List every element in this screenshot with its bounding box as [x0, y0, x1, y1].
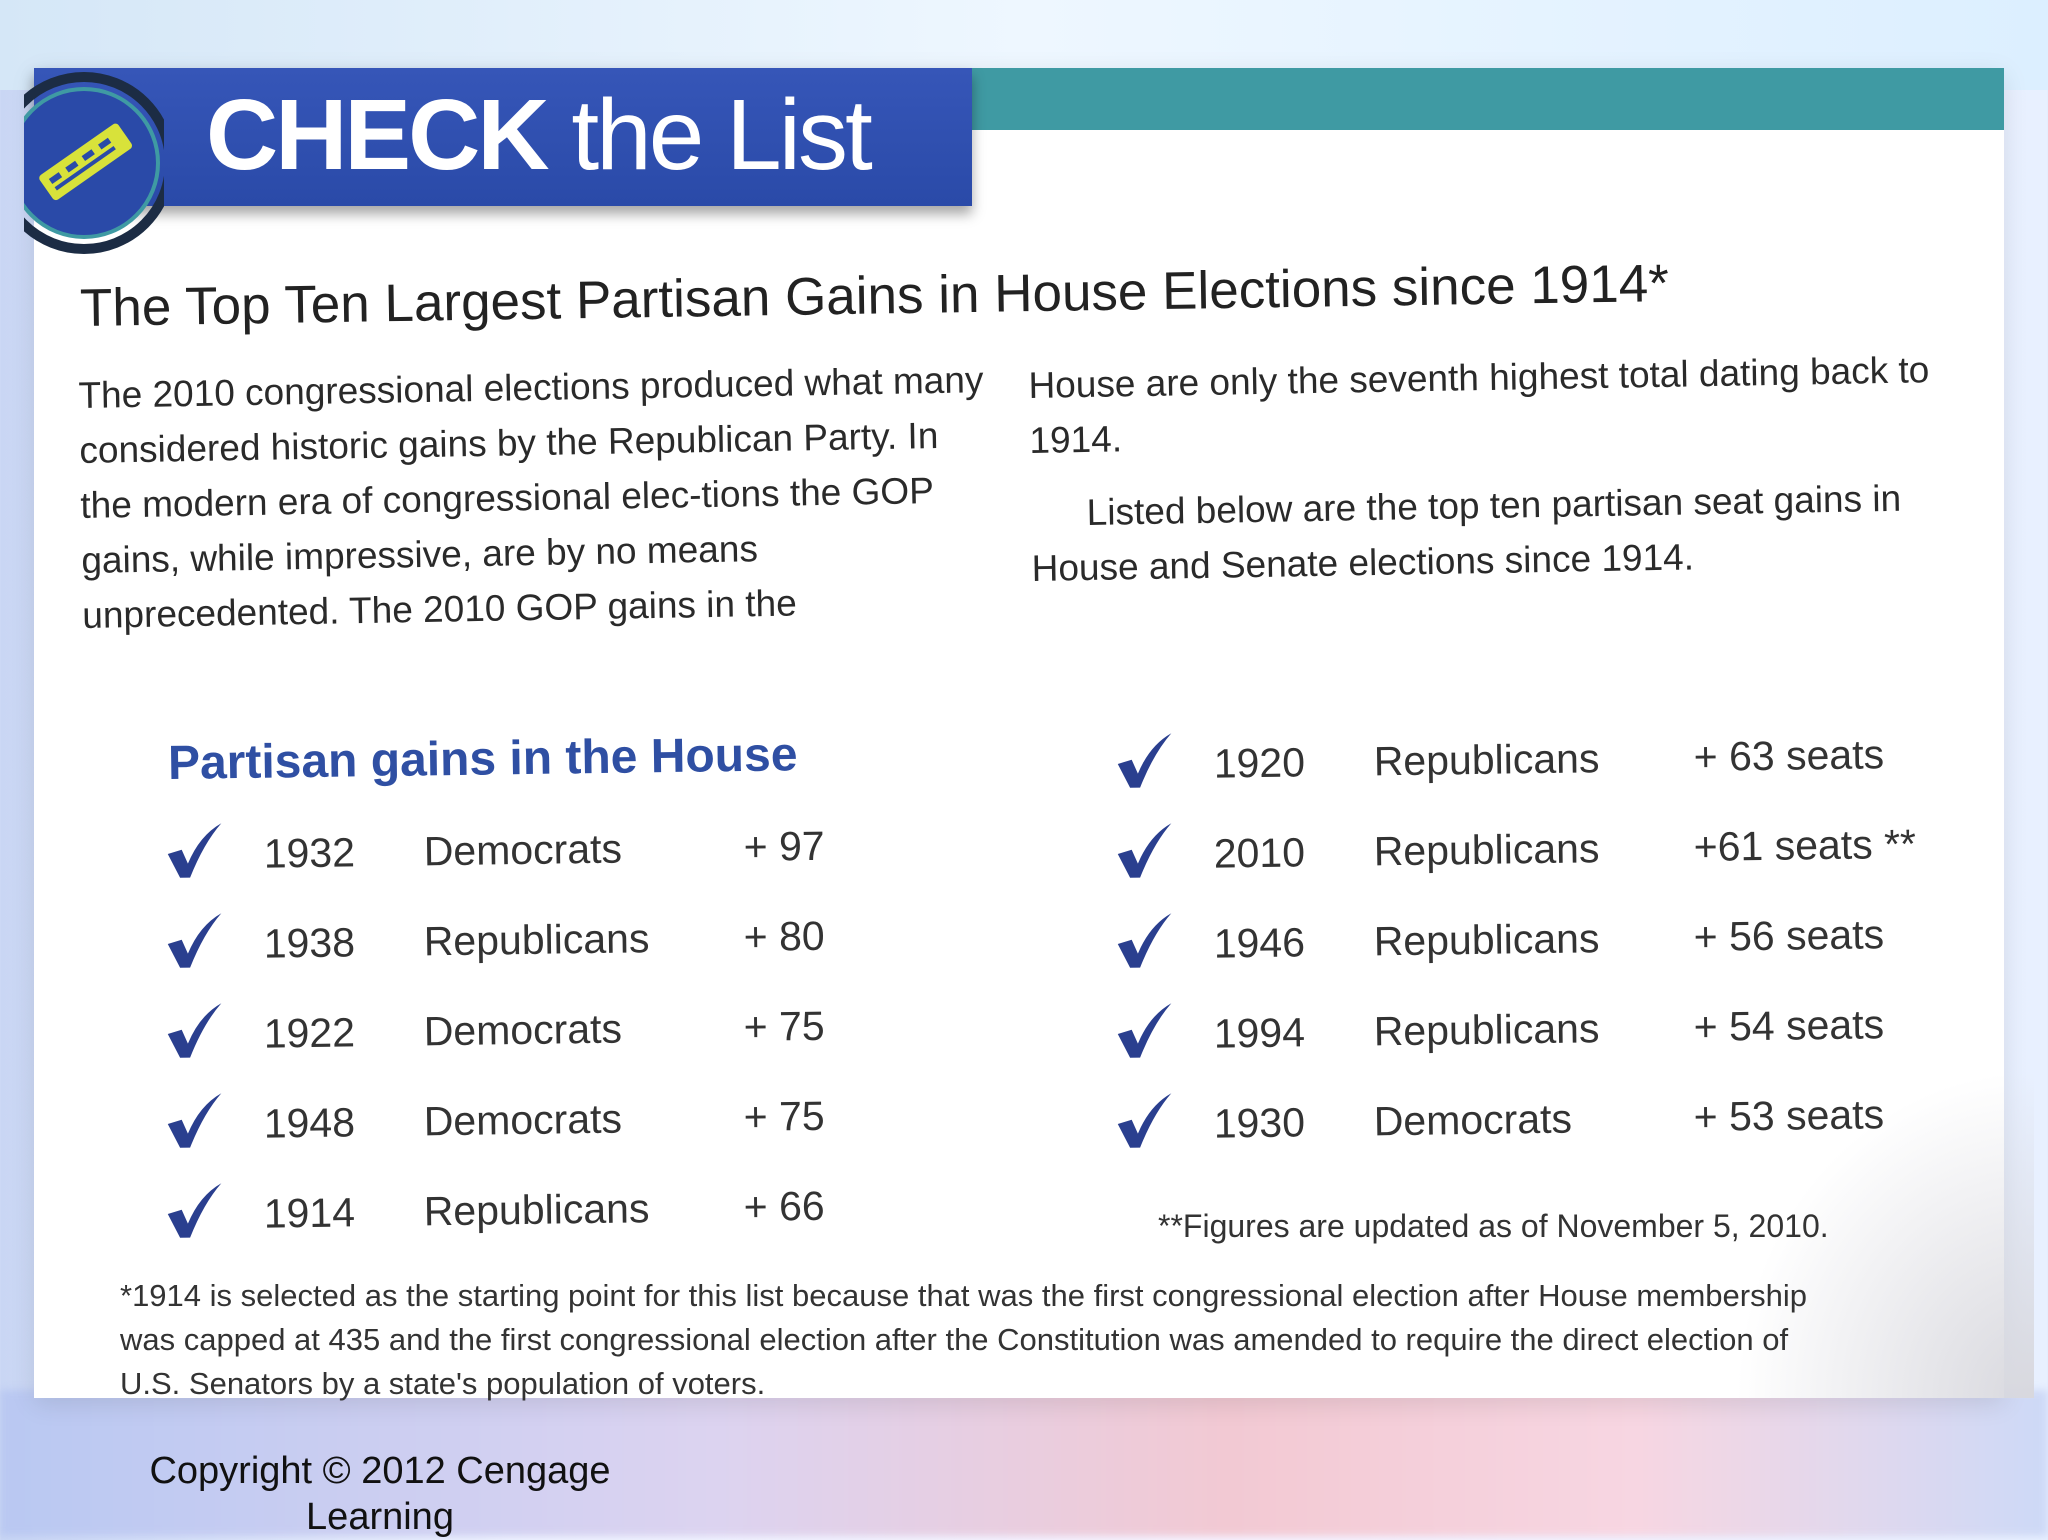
ballot-logo-icon	[24, 72, 164, 254]
row-year: 1946	[1213, 919, 1306, 967]
row-gain: + 75	[743, 1092, 825, 1140]
row-year: 1948	[263, 1099, 356, 1147]
list-item: 1932 Democrats + 97	[163, 813, 1064, 916]
figures-update-note: **Figures are updated as of November 5, …	[1158, 1208, 1829, 1244]
background-bottom	[0, 1390, 2048, 1536]
list-item: 2010 Republicans +61 seats **	[1113, 813, 2014, 916]
row-year: 1914	[263, 1189, 356, 1237]
row-year: 1920	[1213, 739, 1306, 787]
banner-title: CHECK the List	[206, 78, 873, 193]
row-year: 1932	[263, 829, 356, 877]
copyright-notice: Copyright © 2012 Cengage Learning	[149, 1450, 611, 1538]
list-item: 1922 Democrats + 75	[163, 993, 1064, 1096]
page-curl-shadow	[1734, 1068, 2034, 1398]
row-party: Democrats	[1373, 1095, 1573, 1145]
checkmark-icon	[1117, 1093, 1172, 1148]
check-the-list-banner: CHECK the List	[24, 68, 972, 254]
list-item: 1994 Republicans + 54 seats	[1113, 993, 2014, 1096]
checkmark-icon	[167, 1003, 222, 1058]
row-party: Democrats	[423, 825, 623, 875]
row-gain: + 80	[743, 912, 825, 960]
list-item: 1930 Democrats + 53 seats	[1113, 1083, 2014, 1186]
row-gain: +61 seats **	[1693, 820, 1917, 870]
intro-right-text-1: House are only the seventh highest total…	[1028, 349, 1930, 461]
left-gains-list: 1932 Democrats + 97 1938 Republicans + 8…	[163, 823, 1064, 1276]
row-party: Republicans	[423, 1185, 650, 1235]
banner-title-bold: CHECK	[206, 79, 550, 191]
row-gain: + 75	[743, 1002, 825, 1050]
row-year: 2010	[1213, 829, 1306, 877]
row-gain: + 63 seats	[1693, 731, 1885, 780]
section-title: Partisan gains in the House	[167, 728, 798, 790]
row-party: Republicans	[423, 915, 650, 965]
row-year: 1938	[263, 919, 356, 967]
row-gain: + 97	[743, 822, 825, 870]
page-title: The Top Ten Largest Partisan Gains in Ho…	[79, 254, 1670, 338]
row-gain: + 56 seats	[1693, 911, 1885, 960]
checkmark-icon	[1117, 913, 1172, 968]
intro-right-text-2: Listed below are the top ten partisan se…	[1031, 477, 1902, 589]
banner-title-light: the List	[546, 79, 872, 191]
list-item: 1920 Republicans + 63 seats	[1113, 723, 2014, 826]
footnote: *1914 is selected as the starting point …	[120, 1278, 1807, 1401]
right-gains-list: 1920 Republicans + 63 seats 2010 Republi…	[1113, 731, 2014, 1186]
intro-paragraph-left: The 2010 congressional elections produce…	[78, 359, 984, 636]
row-year: 1994	[1213, 1009, 1306, 1057]
row-year: 1922	[263, 1009, 356, 1057]
slide-card: CHECK the List The Top Ten Largest Parti…	[24, 68, 2034, 1401]
row-party: Republicans	[1373, 1005, 1600, 1055]
checkmark-icon	[167, 1183, 222, 1238]
row-party: Democrats	[423, 1005, 623, 1055]
intro-paragraph-right: House are only the seventh highest total…	[1028, 342, 1972, 596]
checkmark-icon	[1117, 733, 1172, 788]
checkmark-icon	[1117, 1003, 1172, 1058]
row-gain: + 53 seats	[1693, 1091, 1885, 1140]
list-item: 1938 Republicans + 80	[163, 903, 1064, 1006]
checkmark-icon	[1117, 823, 1172, 878]
list-item: 1946 Republicans + 56 seats	[1113, 903, 2014, 1006]
list-item: 1948 Democrats + 75	[163, 1083, 1064, 1186]
checkmark-icon	[167, 913, 222, 968]
row-gain: + 54 seats	[1693, 1001, 1885, 1050]
row-party: Republicans	[1373, 915, 1600, 965]
row-party: Democrats	[423, 1095, 623, 1145]
row-party: Republicans	[1373, 825, 1600, 875]
checkmark-icon	[167, 1093, 222, 1148]
list-item: 1914 Republicans + 66	[163, 1173, 1064, 1276]
row-gain: + 66	[743, 1182, 825, 1230]
row-year: 1930	[1213, 1099, 1306, 1147]
checkmark-icon	[167, 823, 222, 878]
header-teal-band	[964, 68, 2004, 130]
row-party: Republicans	[1373, 735, 1600, 785]
